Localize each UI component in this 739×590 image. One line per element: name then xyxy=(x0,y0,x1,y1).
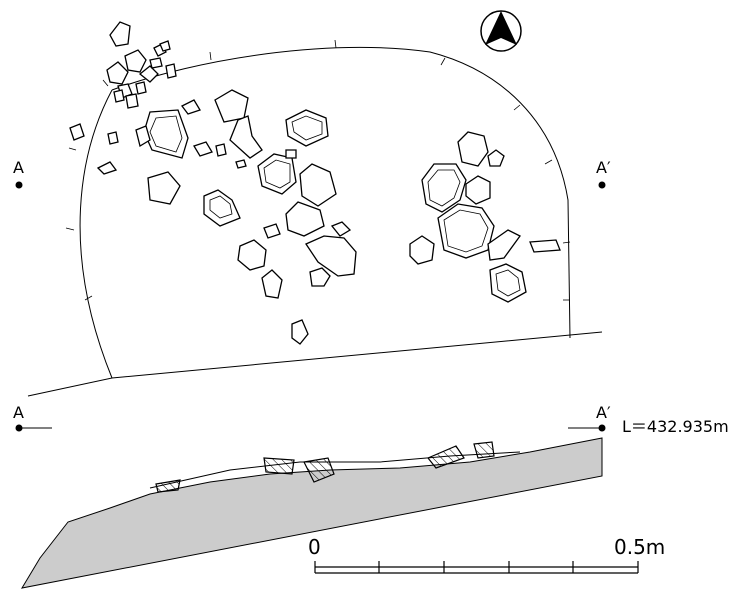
section-stone xyxy=(263,457,295,475)
section-stones xyxy=(155,441,495,493)
stone xyxy=(437,203,495,259)
plan-point-a-prime-label: A′ xyxy=(596,158,611,177)
stone xyxy=(237,239,267,271)
scale-bar xyxy=(314,561,639,574)
section-point-a xyxy=(15,424,52,432)
stone xyxy=(529,239,561,253)
plan-point-a-prime xyxy=(598,181,606,189)
scale-end-label: 0.5m xyxy=(614,535,665,559)
plan-point-a-label: A xyxy=(13,158,24,177)
stone xyxy=(309,267,331,287)
stone xyxy=(215,143,227,157)
stone xyxy=(135,125,151,148)
stone xyxy=(285,149,297,159)
stone xyxy=(285,109,329,147)
stone xyxy=(409,235,435,265)
stone xyxy=(263,223,281,239)
section-stone xyxy=(427,445,465,469)
plan-point-a xyxy=(15,181,23,189)
stone xyxy=(285,201,325,237)
stone xyxy=(235,159,247,169)
stone xyxy=(135,81,147,95)
stone xyxy=(229,115,263,159)
stone xyxy=(125,93,139,109)
stone xyxy=(193,141,213,157)
plan-stones xyxy=(69,21,561,345)
stone xyxy=(109,21,131,47)
stone xyxy=(165,63,177,79)
section-point-a-prime xyxy=(568,424,606,432)
ground-section xyxy=(20,437,603,589)
section-point-a-prime-label: A′ xyxy=(596,403,611,422)
stone xyxy=(291,319,309,345)
elevation-level-label: L＝432.935m xyxy=(622,417,729,436)
stone xyxy=(96,161,118,175)
stone xyxy=(138,65,159,83)
scale-start-label: 0 xyxy=(308,535,321,559)
stone xyxy=(149,57,163,69)
stone xyxy=(261,269,283,299)
stone xyxy=(69,123,85,141)
stone xyxy=(487,149,505,167)
stone xyxy=(106,61,129,85)
stone xyxy=(299,163,337,207)
stone xyxy=(159,40,171,52)
section-point-a-label: A xyxy=(13,403,24,422)
section-stone xyxy=(303,457,335,483)
stone xyxy=(457,131,489,167)
north-arrow-icon xyxy=(480,10,522,52)
stone xyxy=(181,99,201,115)
pit-outline xyxy=(27,39,603,397)
stone xyxy=(489,263,527,303)
stone xyxy=(203,189,241,227)
stone xyxy=(107,131,119,145)
stone xyxy=(124,49,147,73)
stone xyxy=(113,89,125,103)
stone xyxy=(487,229,521,261)
stone xyxy=(214,89,249,123)
stone xyxy=(147,171,181,205)
section-stone xyxy=(155,479,181,493)
stone xyxy=(330,221,352,237)
section-stone xyxy=(473,441,495,459)
stone xyxy=(465,175,491,205)
stone xyxy=(305,235,357,277)
